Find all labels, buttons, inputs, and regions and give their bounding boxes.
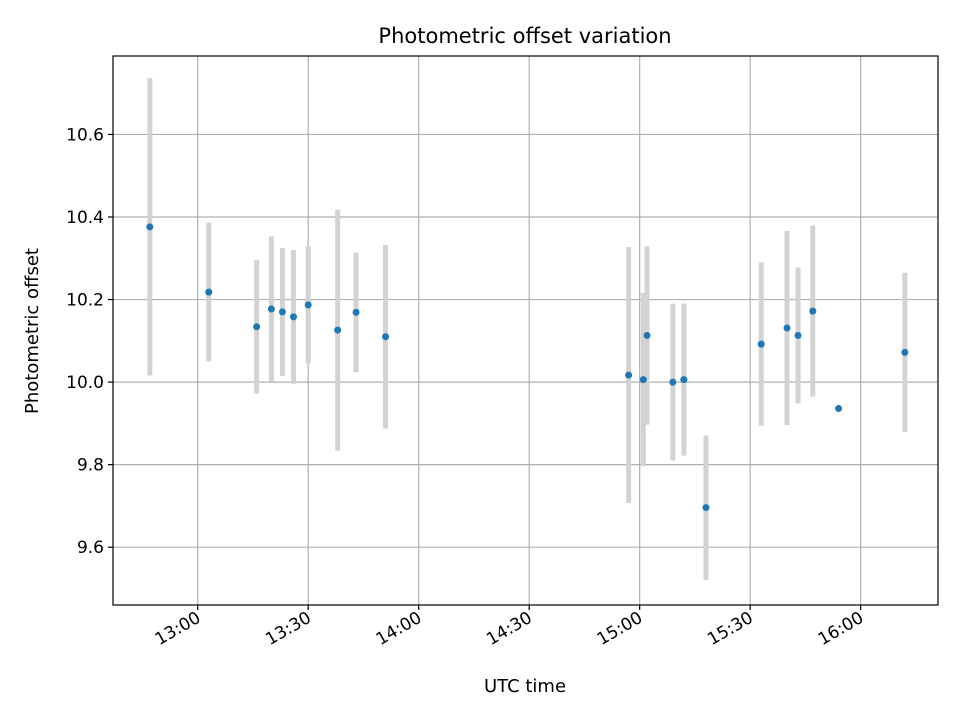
data-point	[794, 331, 802, 339]
plot-frame	[112, 55, 939, 606]
y-tick-label: 10.4	[66, 208, 104, 228]
y-axis-ticks: 9.6 9.8 10.0 10.2 10.4 10.6	[66, 125, 113, 558]
data-point	[835, 405, 843, 413]
x-axis-label: UTC time	[484, 676, 566, 697]
data-point	[757, 340, 765, 348]
data-point	[304, 301, 312, 309]
data-point	[146, 223, 154, 231]
data-points	[146, 223, 909, 512]
data-point	[702, 504, 710, 512]
data-point	[334, 326, 342, 334]
data-point	[639, 376, 647, 384]
chart-title: Photometric offset variation	[378, 24, 671, 48]
data-point	[267, 305, 275, 313]
data-point	[783, 324, 791, 332]
y-tick-label: 9.8	[77, 456, 104, 476]
data-point	[643, 331, 651, 339]
y-tick-label: 10.0	[66, 373, 104, 393]
data-point	[809, 307, 817, 315]
data-point	[352, 308, 360, 316]
data-point	[382, 333, 390, 341]
data-point	[669, 378, 677, 386]
data-point	[680, 376, 688, 384]
y-tick-label: 9.6	[77, 538, 104, 558]
y-tick-label: 10.6	[66, 125, 104, 145]
data-point	[625, 371, 633, 379]
data-point	[901, 348, 909, 356]
data-point	[289, 313, 297, 321]
data-point	[205, 288, 213, 296]
data-point	[278, 308, 286, 316]
data-point	[253, 323, 261, 331]
y-axis-label: Photometric offset	[22, 248, 43, 414]
y-tick-label: 10.2	[66, 291, 104, 311]
